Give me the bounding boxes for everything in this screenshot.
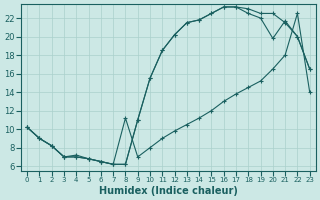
X-axis label: Humidex (Indice chaleur): Humidex (Indice chaleur) — [99, 186, 238, 196]
